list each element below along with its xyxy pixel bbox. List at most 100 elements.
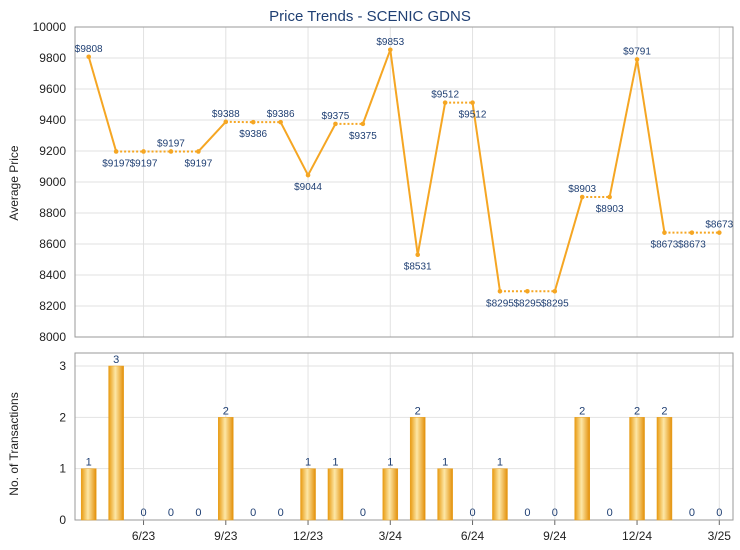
price-y-axis-label: Average Price [7,145,21,220]
price-data-label: $9512 [431,90,459,101]
x-tick-label: 12/23 [293,529,323,543]
x-tick-label: 3/25 [708,529,732,543]
transaction-bar [108,365,124,521]
price-line-segment [307,123,337,176]
transaction-bar-label: 1 [332,457,338,469]
transaction-bar-label: 1 [86,457,92,469]
price-line-segment [279,121,309,176]
transaction-bar [574,417,590,521]
price-point [223,119,229,125]
price-y-tick-label: 8200 [39,299,66,313]
price-data-label: $9808 [75,44,103,55]
price-line-segment [553,196,584,292]
transaction-bar-label: 0 [689,507,695,519]
x-tick-label: 12/24 [622,529,652,543]
price-point [168,149,174,154]
price-y-tick-label: 8000 [39,330,66,344]
price-data-label: $9375 [322,111,350,122]
price-plot-frame [74,26,734,338]
transaction-bar-label: 0 [524,507,530,519]
price-data-label: $9791 [623,46,651,57]
transaction-bar-label: 0 [607,507,613,519]
price-data-label: $9197 [102,158,130,169]
price-y-tick-label: 8800 [39,206,66,220]
transaction-bar-label: 0 [195,507,201,519]
price-point [662,230,667,235]
price-data-label: $8295 [486,298,514,309]
transaction-bar-label: 1 [305,457,311,469]
price-point [634,57,640,62]
price-y-tick-label: 9000 [39,175,66,189]
transaction-bar-label: 2 [661,405,667,417]
price-point [333,121,338,127]
transaction-bar-label: 2 [223,405,229,417]
transaction-bar-label: 1 [497,457,503,469]
price-data-label: $9386 [267,109,295,120]
transaction-bar-label: 0 [250,507,256,519]
price-point [689,230,695,235]
price-point [415,252,421,257]
x-tick-label: 6/24 [461,529,485,543]
volume-y-tick-label: 3 [59,359,66,373]
price-line-segment [416,102,447,255]
price-data-label: $8903 [596,204,624,215]
price-point [196,149,201,154]
price-data-label: $8673 [705,220,733,231]
transaction-bar-label: 2 [579,405,585,417]
price-y-tick-label: 10000 [33,20,67,34]
transaction-bar-label: 2 [415,405,421,417]
price-data-label: $9375 [349,131,377,142]
price-point [470,100,475,105]
price-line-segment [361,49,392,125]
chart-title: Price Trends - SCENIC GDNS [269,8,471,25]
price-point [579,194,585,200]
transaction-bar-label: 0 [278,507,284,519]
price-data-label: $9197 [184,158,212,169]
price-point [716,230,722,235]
price-line-segment [608,59,639,198]
price-y-tick-label: 9800 [39,51,66,65]
volume-y-tick-label: 2 [59,410,66,424]
price-data-label: $8673 [651,240,679,251]
transaction-bar-label: 0 [552,507,558,519]
price-point [141,149,146,154]
price-point [552,288,558,294]
transaction-bar [409,417,426,521]
price-y-tick-label: 9200 [39,144,66,158]
price-point [305,172,311,178]
price-point [387,47,393,53]
transaction-bar-label: 0 [360,507,366,519]
transaction-bar [437,468,453,521]
price-data-label: $8295 [513,298,541,309]
transaction-bar [80,468,97,521]
price-line-segment [389,49,419,255]
price-line-segment [87,56,118,152]
price-data-label: $8295 [541,298,569,309]
x-tick-label: 9/23 [214,529,238,543]
price-point [86,54,92,60]
price-data-label: $9197 [157,138,185,149]
price-point [113,149,119,154]
transaction-bar-label: 3 [113,354,119,366]
price-data-label: $9197 [130,158,158,169]
price-data-label: $8903 [568,184,596,195]
price-data-label: $9512 [459,110,487,121]
price-line-segment [636,59,666,233]
price-data-label: $9853 [376,37,404,48]
transaction-bar-label: 2 [634,405,640,417]
price-point [607,194,612,200]
transaction-bar-label: 0 [140,507,146,519]
price-point [442,100,448,105]
x-tick-label: 6/23 [132,529,156,543]
transaction-bar [382,468,399,521]
transactions-panel: 3 2 1 0 6/23 9/23 12/23 3/24 6/24 9/24 12/24 3/25 1 3… [59,352,734,543]
volume-y-tick-label: 1 [59,462,66,476]
price-line-segment [471,102,501,292]
price-data-label: $9044 [294,182,322,193]
price-y-tick-label: 9600 [39,82,66,96]
price-line-segment [197,121,227,153]
transaction-bar [300,468,316,521]
volume-plot-frame [74,352,734,521]
